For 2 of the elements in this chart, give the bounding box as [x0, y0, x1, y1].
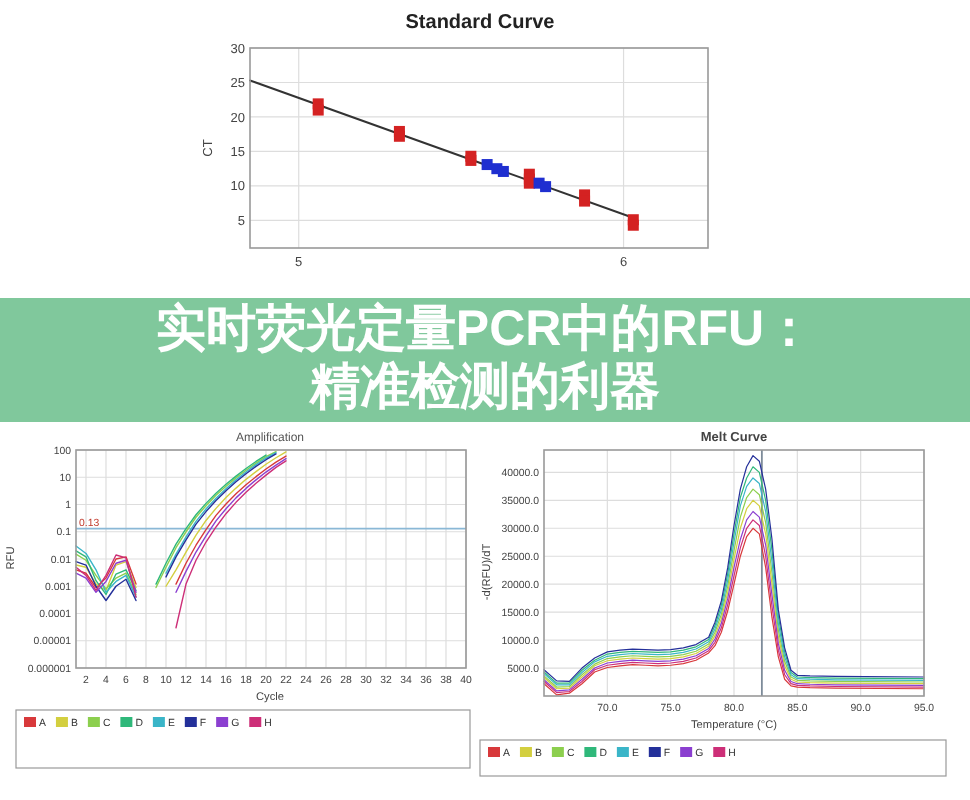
- chart-title: Standard Curve: [405, 12, 556, 34]
- text: 实时荧光定量PCR中的RFU：精准检测的利器: [155, 301, 815, 415]
